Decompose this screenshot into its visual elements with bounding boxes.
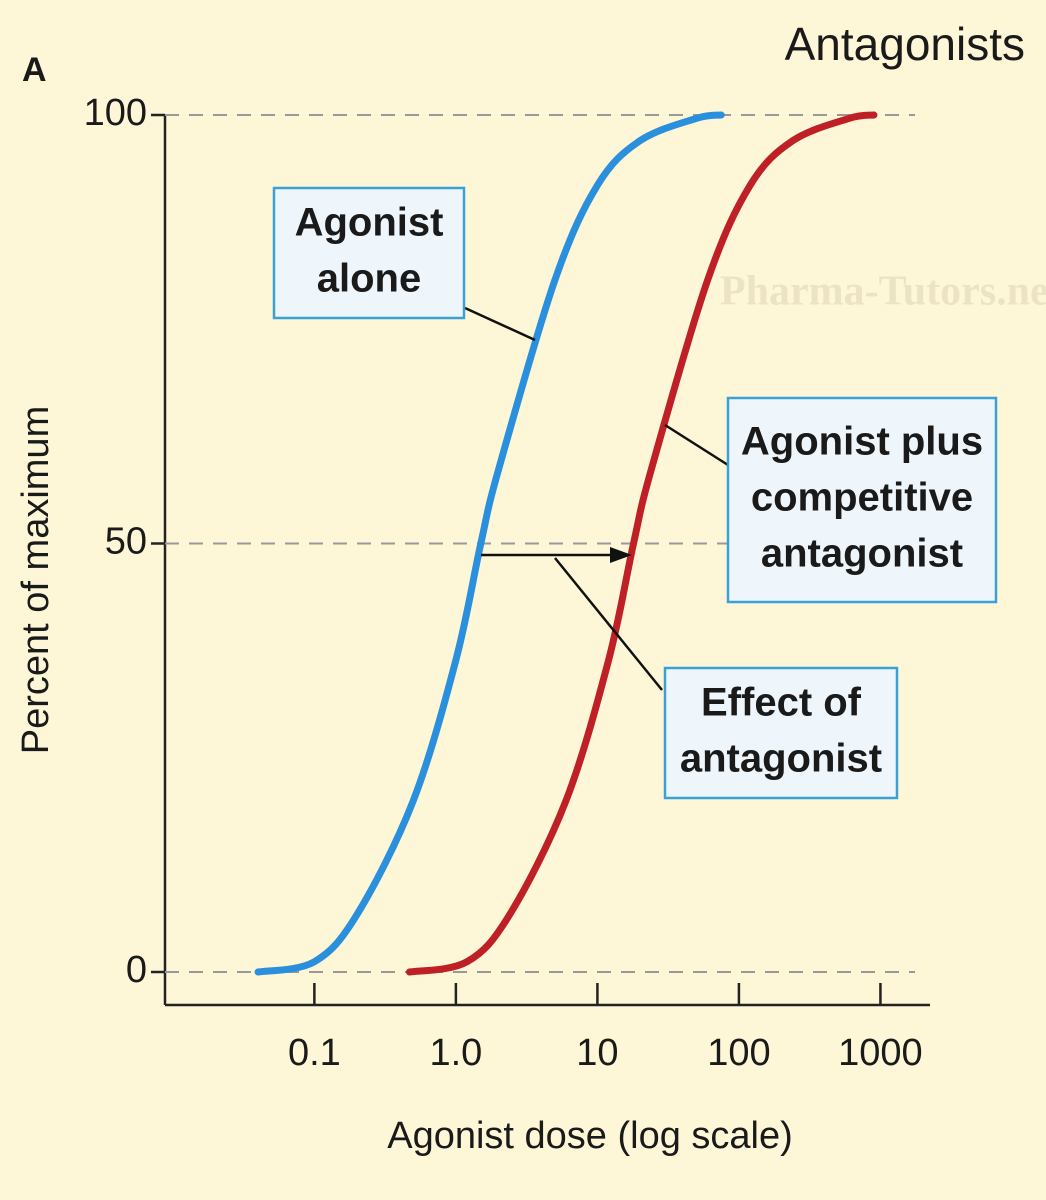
x-tick-label: 1000 — [838, 1032, 923, 1074]
effect-arrow — [464, 306, 729, 691]
x-tick-label: 10 — [576, 1032, 618, 1074]
annotation: Agonist alone — [272, 186, 466, 320]
y-tick-label: 0 — [126, 949, 147, 991]
x-tick-label: 0.1 — [288, 1032, 341, 1074]
curve — [254, 111, 725, 976]
annotation-text: competitive — [751, 476, 973, 520]
leader-line — [464, 306, 536, 342]
arrow-head — [610, 547, 632, 563]
annotation-text: Agonist plus — [741, 420, 983, 464]
x-axis-label: Agonist dose (log scale) — [387, 1115, 793, 1157]
annotations: Agonist alone Agonist plus competitive antag… — [272, 186, 998, 800]
y-tick-label: 50 — [105, 521, 147, 563]
x-tick-label: 100 — [707, 1032, 770, 1074]
annotation-box — [726, 396, 998, 604]
panel-label: A — [22, 51, 47, 89]
annotation-text: Agonist — [295, 201, 444, 245]
curve — [405, 111, 878, 976]
leader-line — [664, 423, 729, 467]
chart-title: Antagonists — [785, 18, 1025, 70]
lines — [254, 111, 878, 976]
annotation-box — [663, 666, 899, 800]
annotation-text: alone — [317, 257, 421, 301]
leader-line — [554, 557, 663, 691]
annotation-text: antagonist — [680, 737, 882, 781]
y-axis-label: Percent of maximum — [15, 406, 57, 754]
annotation-text: Effect of — [701, 681, 862, 725]
annotation-text: antagonist — [761, 532, 963, 576]
x-tick-label: 1.0 — [429, 1032, 482, 1074]
watermark: Pharma-Tutors.net — [720, 269, 1046, 315]
y-tick-label: 100 — [84, 92, 147, 134]
annotation: Agonist plus competitive antagonist — [726, 396, 998, 604]
annotation-box — [272, 186, 466, 320]
annotation: Effect of antagonist — [663, 666, 899, 800]
